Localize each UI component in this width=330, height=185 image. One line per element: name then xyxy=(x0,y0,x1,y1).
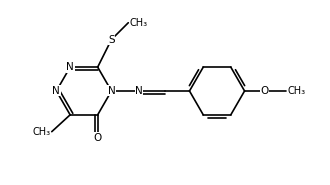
Text: S: S xyxy=(108,35,115,45)
Text: CH₃: CH₃ xyxy=(130,18,148,28)
Text: O: O xyxy=(93,133,102,143)
Text: CH₃: CH₃ xyxy=(287,86,306,96)
Text: N: N xyxy=(66,62,74,72)
Text: N: N xyxy=(52,86,60,96)
Text: N: N xyxy=(108,86,115,96)
Text: O: O xyxy=(260,86,269,96)
Text: N: N xyxy=(135,86,143,96)
Text: CH₃: CH₃ xyxy=(32,127,50,137)
